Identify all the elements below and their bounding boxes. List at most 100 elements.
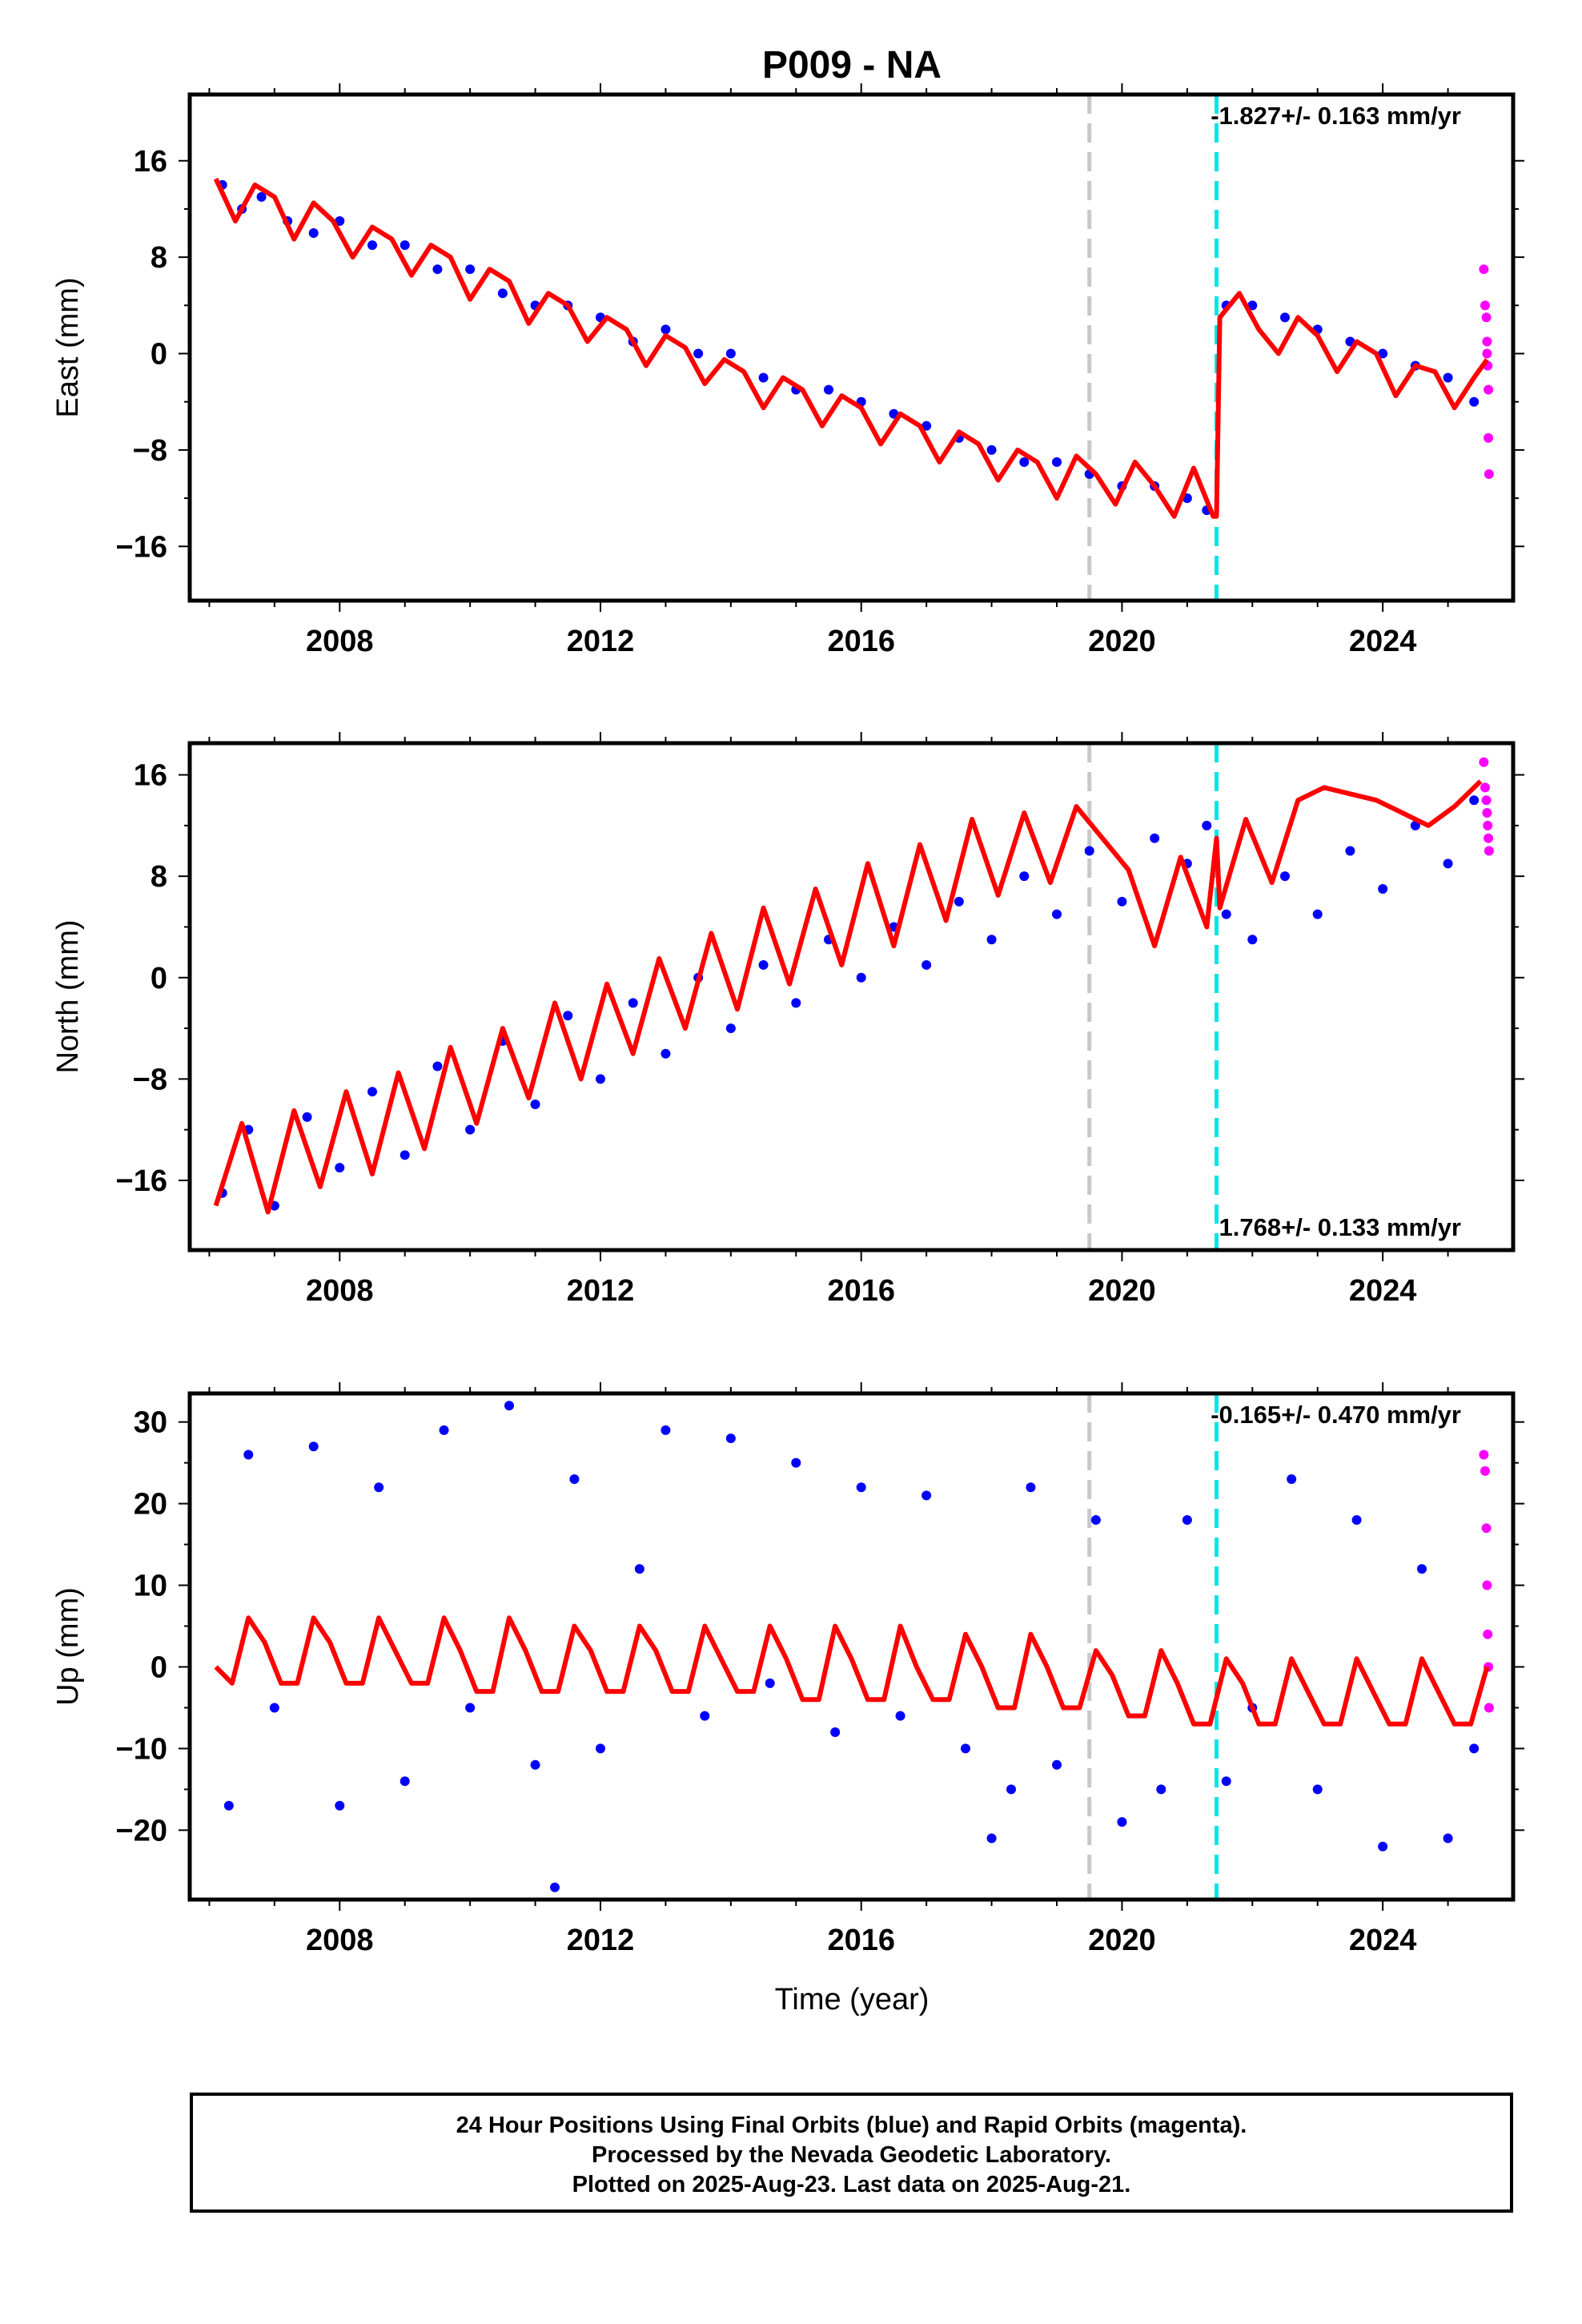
data-point-final_orbits: [1443, 372, 1453, 383]
data-point-final_orbits: [921, 420, 932, 431]
model-fit-line: [214, 1615, 1490, 1727]
data-point-final_orbits: [439, 1425, 449, 1435]
data-point-final_orbits: [497, 288, 508, 299]
data-point-final_orbits: [335, 1800, 345, 1811]
data-point-final_orbits: [661, 324, 671, 335]
data-point-final_orbits: [1351, 1515, 1362, 1525]
data-point-final_orbits: [1312, 1784, 1323, 1795]
data-point-final_orbits: [1378, 883, 1388, 894]
x-tick-label: 2020: [1088, 625, 1156, 658]
x-tick-label: 2016: [827, 1924, 895, 1957]
data-point-rapid_orbits: [1480, 1466, 1490, 1476]
data-point-final_orbits: [465, 1124, 476, 1135]
data-point-final_orbits: [302, 1112, 312, 1122]
y-tick-label: −20: [116, 1814, 167, 1848]
data-point-rapid_orbits: [1480, 782, 1490, 793]
data-point-final_orbits: [432, 1061, 443, 1072]
data-point-final_orbits: [1378, 348, 1388, 359]
data-point-final_orbits: [256, 191, 267, 202]
y-tick-label: 8: [151, 241, 167, 275]
data-point-final_orbits: [791, 1458, 801, 1468]
data-point-final_orbits: [1202, 820, 1212, 830]
data-point-final_orbits: [465, 1703, 476, 1713]
rate-label: -0.165+/- 0.470 mm/yr: [1211, 1401, 1461, 1429]
data-point-rapid_orbits: [1481, 312, 1492, 323]
data-point-rapid_orbits: [1484, 469, 1494, 479]
data-point-final_orbits: [791, 998, 801, 1008]
data-point-final_orbits: [1006, 1784, 1016, 1795]
data-point-final_orbits: [1247, 935, 1258, 945]
panel-up: 2008 2012 2016 2020 2024 −20 −10 0 10 20 30 Up (mm)…: [51, 1382, 1524, 1957]
data-point-final_orbits: [367, 240, 377, 251]
data-point-final_orbits: [1378, 1841, 1388, 1852]
data-point-final_orbits: [1156, 1784, 1166, 1795]
data-point-final_orbits: [1345, 846, 1355, 856]
data-point-final_orbits: [1247, 300, 1258, 311]
data-point-final_orbits: [1026, 1482, 1036, 1493]
data-point-final_orbits: [856, 972, 866, 983]
x-tick-label: 2024: [1349, 625, 1417, 658]
data-point-final_orbits: [961, 1743, 970, 1754]
data-point-final_orbits: [1052, 456, 1062, 467]
data-point-final_orbits: [921, 959, 932, 970]
x-tick-label: 2012: [567, 1274, 635, 1308]
y-axis-label: East (mm): [51, 277, 85, 417]
data-point-final_orbits: [432, 264, 443, 275]
y-tick-label: −16: [116, 1164, 167, 1198]
data-point-final_orbits: [1052, 1759, 1062, 1770]
data-point-rapid_orbits: [1482, 808, 1492, 818]
x-tick-label: 2024: [1349, 1274, 1417, 1308]
y-tick-label: −10: [116, 1732, 167, 1766]
data-point-final_orbits: [1084, 846, 1094, 856]
model-fit-line: [213, 779, 1483, 1215]
data-point-final_orbits: [856, 1482, 866, 1493]
data-point-final_orbits: [400, 1150, 410, 1160]
data-point-final_orbits: [758, 372, 769, 383]
data-point-final_orbits: [634, 1564, 644, 1574]
y-tick-label: 16: [134, 759, 167, 793]
x-tick-label: 2024: [1349, 1924, 1417, 1957]
data-point-final_orbits: [1469, 1743, 1480, 1754]
data-point-rapid_orbits: [1484, 1703, 1494, 1713]
data-point-final_orbits: [1410, 820, 1420, 830]
rate-label: 1.768+/- 0.133 mm/yr: [1219, 1213, 1461, 1241]
data-point-final_orbits: [596, 1743, 605, 1754]
data-point-final_orbits: [986, 1833, 997, 1844]
data-point-final_orbits: [374, 1482, 384, 1493]
data-point-rapid_orbits: [1479, 757, 1489, 767]
x-tick-label: 2008: [306, 1274, 374, 1308]
data-point-final_orbits: [693, 348, 704, 359]
data-point-final_orbits: [400, 1776, 410, 1787]
data-point-final_orbits: [1019, 871, 1030, 882]
footer-line-1: 24 Hour Positions Using Final Orbits (bl…: [456, 2113, 1247, 2138]
footer-line-3: Plotted on 2025-Aug-23. Last data on 202…: [572, 2172, 1131, 2197]
data-point-rapid_orbits: [1483, 1629, 1493, 1639]
x-tick-label: 2012: [567, 625, 635, 658]
data-point-final_orbits: [504, 1401, 514, 1411]
data-point-final_orbits: [628, 998, 638, 1008]
data-point-rapid_orbits: [1482, 348, 1492, 359]
data-point-final_orbits: [986, 444, 997, 455]
y-axis-label: North (mm): [51, 919, 85, 1073]
data-point-final_orbits: [1287, 1474, 1297, 1485]
data-point-final_orbits: [530, 1759, 540, 1770]
data-point-final_orbits: [1469, 396, 1480, 407]
y-tick-label: 30: [134, 1406, 167, 1440]
panel-north: 2008 2012 2016 2020 2024 −16 −8 0 8 16 North (mm) 1…: [51, 732, 1524, 1308]
plot-frame: [187, 1391, 1516, 1902]
y-tick-label: 10: [134, 1570, 167, 1603]
x-tick-label: 2008: [306, 625, 374, 658]
plot-area: [213, 94, 1494, 601]
data-point-final_orbits: [1221, 909, 1231, 919]
data-point-final_orbits: [335, 1163, 345, 1173]
data-point-final_orbits: [308, 1441, 319, 1452]
data-point-final_orbits: [1469, 795, 1480, 806]
data-point-final_orbits: [954, 896, 964, 907]
footer-line-2: Processed by the Nevada Geodetic Laborat…: [592, 2142, 1111, 2168]
data-point-final_orbits: [758, 959, 769, 970]
y-tick-label: 16: [134, 145, 167, 179]
y-tick-label: −8: [133, 434, 167, 468]
data-point-final_orbits: [725, 1433, 736, 1444]
data-point-rapid_orbits: [1484, 384, 1494, 395]
data-point-final_orbits: [1443, 1833, 1453, 1844]
